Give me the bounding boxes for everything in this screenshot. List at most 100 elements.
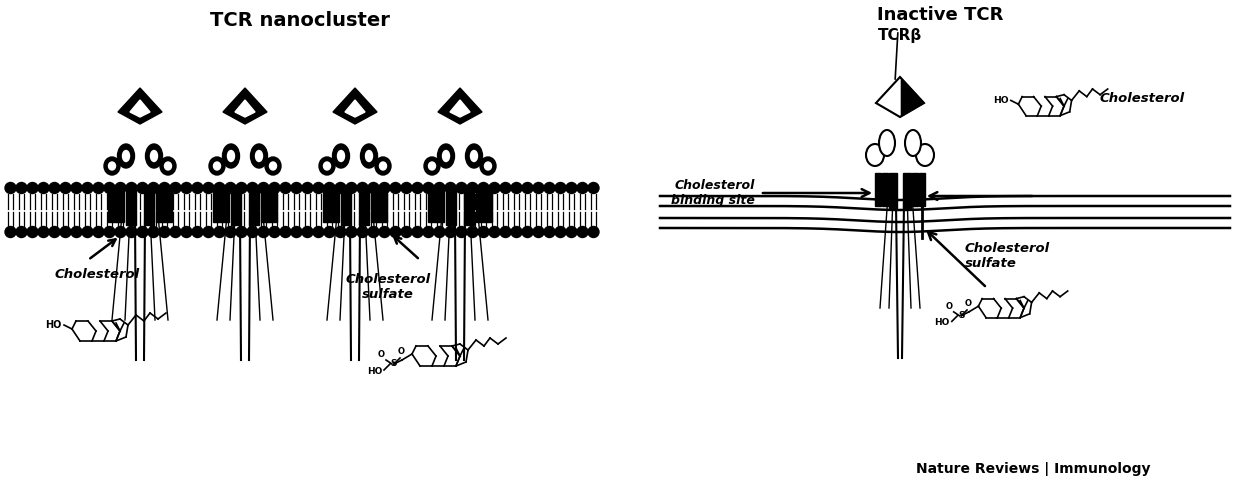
Bar [231,185,241,225]
Ellipse shape [438,144,455,168]
Circle shape [71,226,82,238]
Text: TCRβ: TCRβ [878,28,923,43]
Circle shape [170,183,181,194]
Circle shape [445,183,456,194]
Circle shape [324,226,335,238]
Ellipse shape [109,162,115,170]
Ellipse shape [165,162,171,170]
Circle shape [357,226,368,238]
Circle shape [588,226,599,238]
Bar [322,185,331,222]
Ellipse shape [866,144,884,166]
Bar [331,185,339,222]
Circle shape [93,183,104,194]
Circle shape [50,226,60,238]
Ellipse shape [485,162,491,170]
Ellipse shape [905,130,921,156]
Bar [889,173,897,208]
Circle shape [312,183,324,194]
Ellipse shape [332,144,350,168]
Circle shape [93,226,104,238]
Circle shape [565,183,577,194]
Polygon shape [438,88,482,124]
Circle shape [401,226,412,238]
Circle shape [456,183,467,194]
Circle shape [170,226,181,238]
Circle shape [27,226,38,238]
Ellipse shape [265,157,281,175]
Circle shape [565,226,577,238]
Circle shape [192,183,203,194]
Text: O: O [398,347,404,356]
Ellipse shape [916,144,934,166]
Ellipse shape [480,157,496,175]
Circle shape [224,226,236,238]
Ellipse shape [429,162,435,170]
Polygon shape [118,88,162,124]
Text: O: O [946,302,952,311]
Circle shape [148,183,159,194]
Bar [428,185,436,222]
Ellipse shape [424,157,440,175]
Circle shape [456,226,467,238]
Circle shape [324,183,335,194]
Circle shape [136,183,148,194]
Ellipse shape [465,144,482,168]
Circle shape [82,183,93,194]
Ellipse shape [213,162,221,170]
Circle shape [258,183,269,194]
Text: Cholesterol
sulfate: Cholesterol sulfate [965,242,1050,270]
Circle shape [104,183,115,194]
Circle shape [115,183,126,194]
Circle shape [556,226,565,238]
Circle shape [148,226,159,238]
Circle shape [368,183,379,194]
Circle shape [401,183,412,194]
Circle shape [115,226,126,238]
Polygon shape [236,100,255,117]
Circle shape [434,183,445,194]
Circle shape [577,226,588,238]
Circle shape [269,183,280,194]
Ellipse shape [470,150,477,162]
Bar [360,185,370,225]
Text: Cholesterol: Cholesterol [1100,92,1185,104]
Circle shape [511,226,522,238]
Circle shape [136,226,148,238]
Bar [164,185,172,222]
Circle shape [60,183,71,194]
Text: Nature Reviews | Immunology: Nature Reviews | Immunology [915,462,1149,476]
Circle shape [489,226,500,238]
Bar [269,185,277,222]
Bar [379,185,387,222]
Circle shape [423,183,434,194]
Text: Cholesterol
binding site: Cholesterol binding site [671,179,755,207]
Circle shape [477,226,489,238]
Circle shape [312,226,324,238]
Circle shape [303,226,312,238]
Circle shape [533,183,544,194]
Bar [446,185,456,225]
Circle shape [335,226,346,238]
Text: Cholesterol: Cholesterol [55,268,140,281]
Circle shape [544,226,556,238]
Ellipse shape [255,150,263,162]
Circle shape [412,226,423,238]
Text: Inactive TCR: Inactive TCR [877,6,1003,24]
Circle shape [159,226,170,238]
Bar [341,185,351,225]
Text: Cholesterol
sulfate: Cholesterol sulfate [346,273,430,301]
Circle shape [82,226,93,238]
Circle shape [27,183,38,194]
Polygon shape [450,100,470,117]
Circle shape [203,183,215,194]
Text: TCR nanocluster: TCR nanocluster [210,11,389,30]
Bar [875,173,880,206]
Ellipse shape [145,144,162,168]
Circle shape [215,226,224,238]
Circle shape [71,183,82,194]
Polygon shape [875,77,900,117]
Bar [126,185,136,225]
Circle shape [391,183,401,194]
Ellipse shape [337,150,345,162]
